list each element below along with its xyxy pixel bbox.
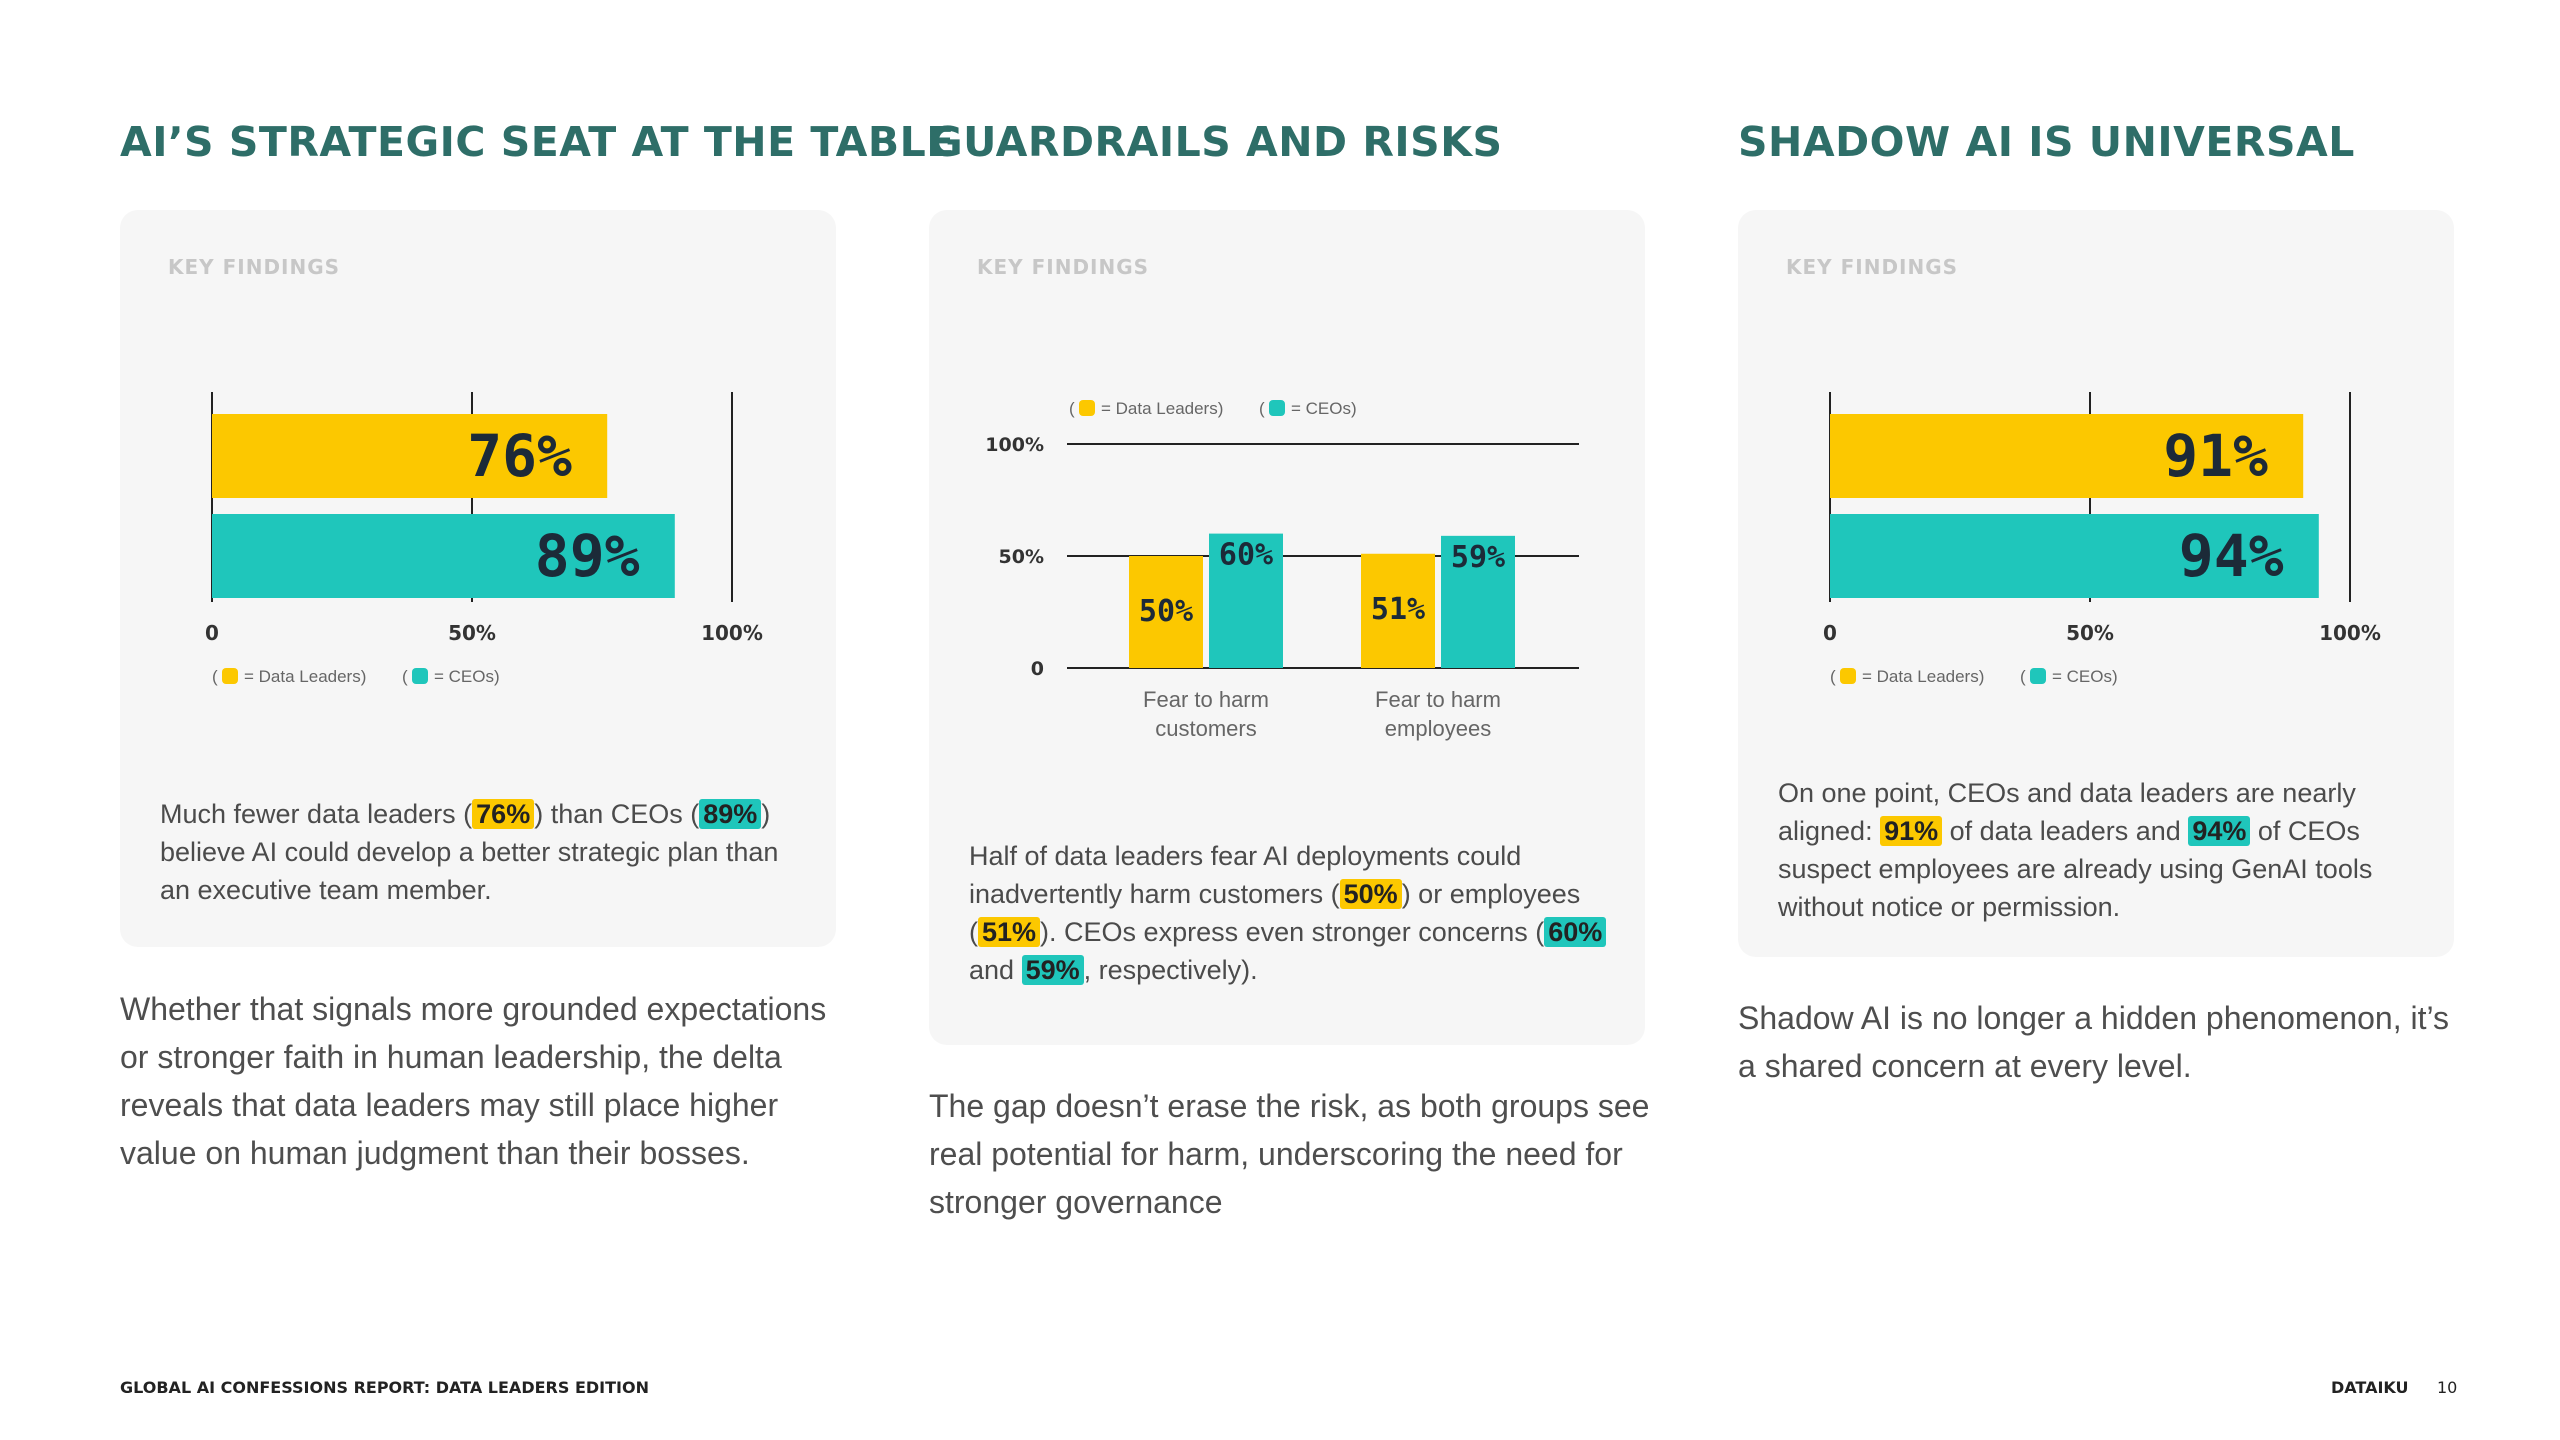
chart-shadow-ai: 0 50% 100% 91% 94% ( = Data Leaders) ( = CEOs) — [1823, 392, 2381, 686]
highlight-employees-data-leaders: 51% — [978, 917, 1041, 947]
legend-paren: ( — [2020, 667, 2026, 686]
x-tick-label: 0 — [205, 621, 219, 645]
col1-finding-text: Much fewer data leaders (76%) than CEOs … — [160, 799, 779, 905]
footer-brand: DATAIKU — [2331, 1378, 2409, 1397]
bar-ceos — [1441, 535, 1515, 668]
y-tick-label: 50% — [999, 546, 1044, 568]
bar-ceos — [1209, 533, 1283, 668]
legend-label-ceos: = CEOs) — [2052, 667, 2118, 686]
legend-label-data-leaders: = Data Leaders) — [1101, 399, 1223, 418]
y-tick-label: 100% — [985, 434, 1044, 456]
bar-data-leaders — [1361, 553, 1435, 668]
highlight-customers-ceos: 60% — [1544, 917, 1607, 947]
key-findings-label: KEY FINDINGS — [168, 255, 341, 279]
col3-title: SHADOW AI IS UNIVERSAL — [1738, 118, 2355, 166]
col2-card: KEY FINDINGS 0 50% 100% 50% 60% Fear to harm c… — [929, 210, 1645, 1045]
legend-paren: ( — [1259, 399, 1265, 418]
bar-value-label: 94% — [2179, 522, 2284, 590]
col3-summary: Shadow AI is no longer a hidden phenomen… — [1738, 1000, 2450, 1084]
legend-label-ceos: = CEOs) — [1291, 399, 1357, 418]
highlight-ceos: 89% — [699, 799, 762, 829]
y-tick-label: 0 — [1031, 658, 1044, 680]
legend-swatch-ceos — [1269, 400, 1285, 416]
highlight-data-leaders: 91% — [1880, 816, 1943, 846]
bar-ceos — [1830, 514, 2319, 598]
highlight-customers-data-leaders: 50% — [1339, 879, 1402, 909]
key-findings-label: KEY FINDINGS — [977, 255, 1150, 279]
x-tick-label: 50% — [2066, 621, 2114, 645]
bar-value-label: 60% — [1219, 538, 1273, 573]
legend-label-ceos: = CEOs) — [434, 667, 500, 686]
col2-finding-text: Half of data leaders fear AI deployments… — [969, 837, 1609, 989]
col1-summary: Whether that signals more grounded expec… — [120, 991, 827, 1171]
legend-paren: ( — [212, 667, 218, 686]
category-label: customers — [1155, 716, 1256, 741]
category-label: Fear to harm — [1143, 687, 1269, 712]
bar-ceos — [212, 514, 675, 598]
legend-label-data-leaders: = Data Leaders) — [1862, 667, 1984, 686]
bar-data-leaders — [212, 414, 608, 498]
highlight-data-leaders: 76% — [472, 799, 535, 829]
bar-data-leaders — [1129, 556, 1203, 668]
col2-title: GUARDRAILS AND RISKS — [929, 118, 1503, 166]
bar-data-leaders — [1830, 414, 2304, 498]
key-findings-label: KEY FINDINGS — [1786, 255, 1959, 279]
category-label: employees — [1385, 716, 1491, 741]
highlight-ceos: 94% — [2188, 816, 2251, 846]
bar-value-label: 76% — [467, 422, 572, 490]
col3-finding-text: On one point, CEOs and data leaders are … — [1778, 778, 2373, 922]
col1-title: AI’S STRATEGIC SEAT AT THE TABLE — [120, 118, 955, 166]
col3-card: KEY FINDINGS 0 50% 100% 91% 94% ( = Data Leade… — [1738, 210, 2454, 957]
bar-value-label: 51% — [1371, 592, 1425, 627]
legend-label-data-leaders: = Data Leaders) — [244, 667, 366, 686]
legend-paren: ( — [402, 667, 408, 686]
legend-swatch-data-leaders — [1079, 400, 1095, 416]
legend-swatch-data-leaders — [1840, 668, 1856, 684]
legend-swatch-ceos — [412, 668, 428, 684]
col1-card: KEY FINDINGS 0 50% 100% 76% 89% ( = Data Leade… — [120, 210, 836, 947]
chart-guardrails-risks: 0 50% 100% 50% 60% Fear to harm customers 51% 59… — [985, 399, 1579, 741]
legend-swatch-ceos — [2030, 668, 2046, 684]
bar-value-label: 91% — [2163, 422, 2268, 490]
footer-report-title: GLOBAL AI CONFESSIONS REPORT: DATA LEADE… — [120, 1378, 649, 1397]
x-tick-label: 100% — [701, 621, 763, 645]
legend-swatch-data-leaders — [222, 668, 238, 684]
bar-value-label: 59% — [1451, 540, 1505, 575]
x-tick-label: 100% — [2319, 621, 2381, 645]
footer-page-number: 10 — [2437, 1378, 2458, 1397]
category-label: Fear to harm — [1375, 687, 1501, 712]
chart-strategic-plan: 0 50% 100% 76% 89% ( = Data Leaders) ( = CEOs) — [205, 392, 763, 686]
bar-value-label: 89% — [535, 522, 640, 590]
bar-value-label: 50% — [1139, 594, 1193, 629]
col2-summary: The gap doesn’t erase the risk, as both … — [929, 1088, 1650, 1220]
legend-paren: ( — [1069, 399, 1075, 418]
x-tick-label: 0 — [1823, 621, 1837, 645]
legend-paren: ( — [1830, 667, 1836, 686]
x-tick-label: 50% — [448, 621, 496, 645]
highlight-employees-ceos: 59% — [1021, 955, 1084, 985]
